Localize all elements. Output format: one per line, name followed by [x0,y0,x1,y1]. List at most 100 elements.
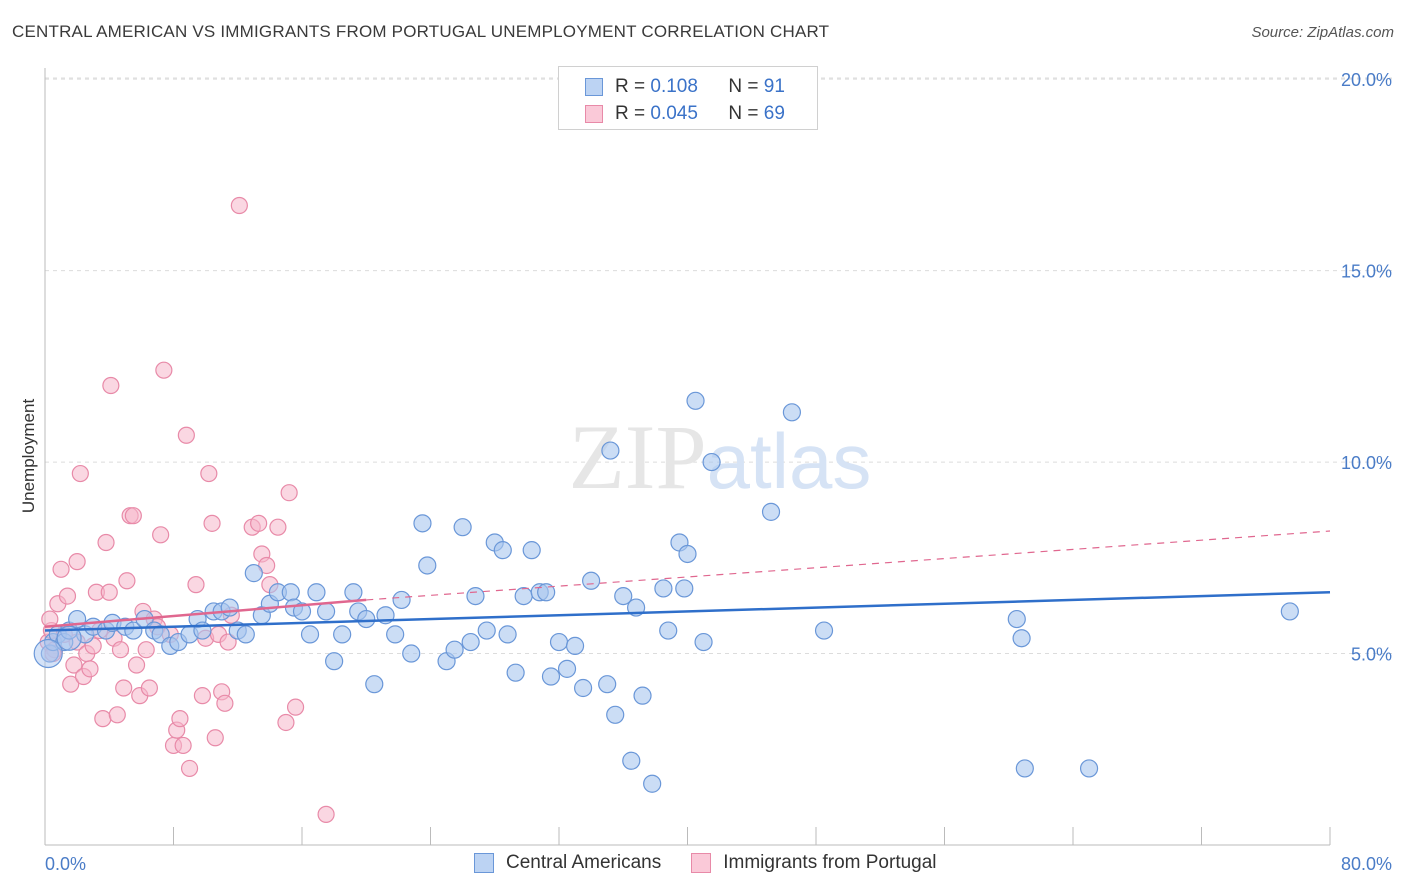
r-label: R = [615,76,646,97]
data-point-central-americans [413,514,432,533]
tick-labels: 5.0% 10.0% 15.0% 20.0% 0.0% 80.0% [45,70,1392,874]
data-point-immigrants-from-portugal [137,641,155,659]
data-point-central-americans [357,609,376,629]
data-point-immigrants-from-portugal [81,660,99,678]
data-point-central-americans [281,583,300,602]
n-label: N = [728,103,759,124]
data-point-immigrants-from-portugal [317,805,335,823]
legend-row-central-americans: R = 0.108 N = 91 [585,75,785,99]
data-point-central-americans [654,579,673,598]
data-point-central-americans [493,541,512,560]
data-point-central-americans [506,663,525,682]
data-point-immigrants-from-portugal [174,736,192,755]
data-point-immigrants-from-portugal [152,526,170,544]
data-point-immigrants-from-portugal [171,710,189,728]
watermark: ZIPatlas [569,406,872,508]
data-point-immigrants-from-portugal [269,518,287,536]
data-point-central-americans [573,678,593,698]
data-point-central-americans [1012,629,1031,648]
n-label: N = [728,76,759,97]
data-point-central-americans [316,602,336,621]
data-point-immigrants-from-portugal [111,641,130,659]
legend-item-central-americans: Central Americans [474,852,661,874]
axes [44,68,1331,846]
data-point-central-americans [220,598,239,617]
data-point-immigrants-from-portugal [62,675,80,693]
data-point-immigrants-from-portugal [280,484,298,502]
data-point-immigrants-from-portugal [108,706,126,724]
data-point-central-americans [498,625,517,644]
data-point-central-americans [365,675,384,694]
data-point-immigrants-from-portugal [97,533,115,552]
data-point-central-americans [1015,759,1034,778]
data-point-immigrants-from-portugal [286,698,305,716]
data-point-immigrants-from-portugal [216,694,234,712]
data-point-central-americans [1280,602,1299,621]
series-immigrants-from-portugal [39,196,335,823]
data-point-central-americans [236,625,255,644]
data-point-central-americans [307,583,326,602]
data-point-central-americans [124,621,143,640]
trend-line-immigrants-from-portugal [44,598,367,628]
data-point-immigrants-from-portugal [71,464,89,483]
data-point-central-americans [344,583,363,602]
data-point-central-americans [453,518,472,537]
data-point-central-americans [402,644,421,663]
legend-item-immigrants-from-portugal: Immigrants from Portugal [691,852,937,874]
data-point-immigrants-from-portugal [52,560,70,578]
data-point-central-americans [614,586,633,606]
y-tick-label: 20.0% [1341,70,1392,90]
pink-swatch-icon [691,853,712,873]
data-point-central-americans [565,636,585,655]
pink-swatch-icon [585,105,603,123]
data-point-immigrants-from-portugal [127,656,146,674]
data-point-immigrants-from-portugal [155,361,173,379]
data-point-central-americans [643,774,662,793]
data-point-central-americans [461,632,480,652]
data-point-central-americans [300,625,320,644]
data-point-central-americans [606,705,625,724]
data-point-central-americans [814,621,834,640]
data-point-central-americans [477,621,496,640]
blue-swatch-icon [474,853,494,873]
chart-title: CENTRAL AMERICAN VS IMMIGRANTS FROM PORT… [12,22,830,41]
data-point-central-americans [601,441,620,460]
data-point-central-americans [557,659,577,678]
data-point-central-americans [325,652,344,671]
data-point-central-americans [541,667,561,686]
data-point-immigrants-from-portugal [180,759,199,778]
data-point-central-americans [659,621,678,640]
data-point-immigrants-from-portugal [187,576,205,594]
data-point-central-americans [522,541,541,560]
r-value: 0.108 [650,76,698,97]
data-point-immigrants-from-portugal [193,687,212,705]
data-point-central-americans [418,556,437,575]
data-point-central-americans [244,564,263,583]
data-point-immigrants-from-portugal [68,553,86,571]
r-label: R = [615,103,646,124]
n-value: 69 [763,103,785,124]
data-point-central-americans [678,544,697,564]
blue-swatch-icon [585,78,603,96]
source-label: Source: ZipAtlas.com [1251,24,1394,41]
y-tick-label: 10.0% [1341,453,1392,473]
data-point-central-americans [56,625,82,651]
y-tick-label: 5.0% [1351,645,1392,665]
data-point-immigrants-from-portugal [124,507,142,525]
legend-row-immigrants-from-portugal: R = 0.045 N = 69 [585,102,785,126]
data-point-immigrants-from-portugal [277,713,295,732]
data-point-central-americans [694,632,713,652]
legend-label: Immigrants from Portugal [723,852,937,873]
series-legend: Central Americans Immigrants from Portug… [474,852,967,874]
data-point-central-americans [333,625,352,644]
data-point-central-americans [622,751,641,770]
data-point-central-americans [686,391,705,410]
data-point-central-americans [537,583,556,602]
legend-label: Central Americans [506,852,662,873]
data-point-immigrants-from-portugal [203,514,221,532]
data-point-immigrants-from-portugal [219,633,237,651]
data-point-immigrants-from-portugal [206,729,224,747]
data-point-central-americans [702,452,721,472]
data-point-central-americans [33,638,63,669]
